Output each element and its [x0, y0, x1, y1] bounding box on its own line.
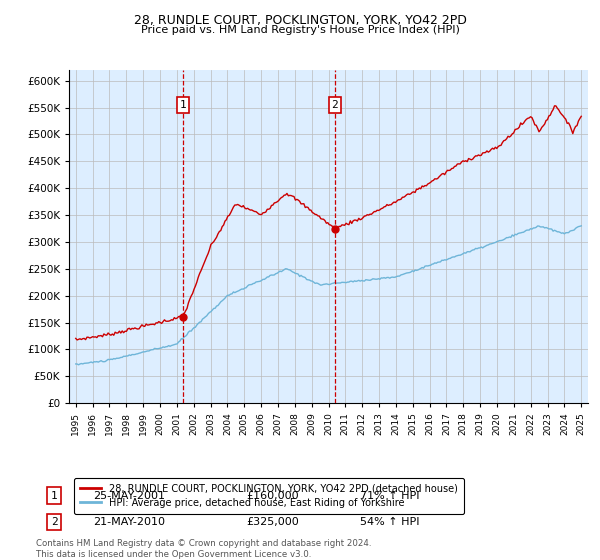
Text: 1: 1	[180, 100, 187, 110]
Text: 28, RUNDLE COURT, POCKLINGTON, YORK, YO42 2PD: 28, RUNDLE COURT, POCKLINGTON, YORK, YO4…	[134, 14, 466, 27]
Text: 21-MAY-2010: 21-MAY-2010	[93, 517, 165, 527]
Text: Contains HM Land Registry data © Crown copyright and database right 2024.
This d: Contains HM Land Registry data © Crown c…	[36, 539, 371, 559]
Text: 71% ↑ HPI: 71% ↑ HPI	[360, 491, 419, 501]
Text: 2: 2	[50, 517, 58, 527]
Legend: 28, RUNDLE COURT, POCKLINGTON, YORK, YO42 2PD (detached house), HPI: Average pri: 28, RUNDLE COURT, POCKLINGTON, YORK, YO4…	[74, 478, 464, 514]
Text: £325,000: £325,000	[246, 517, 299, 527]
Text: £160,000: £160,000	[246, 491, 299, 501]
Text: 54% ↑ HPI: 54% ↑ HPI	[360, 517, 419, 527]
Text: 2: 2	[332, 100, 338, 110]
Text: Price paid vs. HM Land Registry's House Price Index (HPI): Price paid vs. HM Land Registry's House …	[140, 25, 460, 35]
Text: 1: 1	[50, 491, 58, 501]
Text: 25-MAY-2001: 25-MAY-2001	[93, 491, 165, 501]
